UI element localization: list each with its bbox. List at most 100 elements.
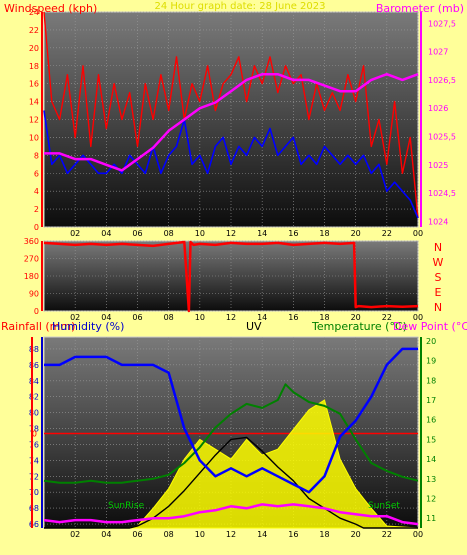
x-tick-label: 18 — [319, 229, 329, 238]
direction-tick-label: 0 — [34, 307, 39, 316]
x-tick-label: 22 — [382, 530, 392, 539]
x-tick-label: 00 — [413, 530, 423, 539]
temperature-tick-label: 12 — [426, 494, 436, 503]
compass-label: N — [434, 301, 442, 314]
compass-label: E — [435, 286, 442, 299]
uv-series-area — [44, 399, 419, 529]
temperature-tick-label: 17 — [426, 396, 436, 405]
rainfall-tick-label: 0 — [32, 429, 37, 438]
x-tick-label: 04 — [101, 313, 111, 322]
windspeed-axis-label: Windspeed (kph) — [4, 2, 97, 15]
humidity-tick-label: 72 — [29, 472, 39, 481]
x-tick-label: 14 — [257, 313, 267, 322]
dewpoint-axis-label: Dew Point (°C) — [393, 320, 467, 333]
x-tick-label: 14 — [257, 530, 267, 539]
y-tick-label: 24 — [29, 8, 39, 17]
uv-axis-label: UV — [246, 320, 262, 333]
x-tick-label: 20 — [351, 530, 361, 539]
humidity-tick-label: 66 — [29, 520, 39, 529]
humidity-tick-label: 68 — [29, 504, 39, 513]
y-tick-label: 12 — [29, 116, 39, 125]
y-tick-label: 20 — [29, 44, 39, 53]
x-tick-label: 08 — [164, 313, 174, 322]
y-tick-label: 14 — [29, 98, 39, 107]
temperature-tick-label: 20 — [426, 337, 436, 346]
temperature-tick-label: 13 — [426, 475, 436, 484]
y2-tick-label: 1025,5 — [428, 132, 456, 141]
y2-tick-label: 1027 — [428, 48, 448, 57]
dewpoint-series-line — [43, 503, 419, 526]
x-tick-label: 02 — [70, 530, 80, 539]
sunset-annotation: SunSet — [368, 501, 400, 511]
direction-tick-label: 90 — [29, 290, 39, 299]
x-tick-label: 22 — [382, 313, 392, 322]
temperature-tick-label: 19 — [426, 357, 436, 366]
x-tick-label: 08 — [164, 229, 174, 238]
x-tick-label: 22 — [382, 229, 392, 238]
y2-tick-label: 1024 — [428, 217, 448, 226]
direction-tick-label: 180 — [24, 272, 39, 281]
direction-tick-label: 360 — [24, 237, 39, 246]
y2-tick-label: 1024,5 — [428, 189, 456, 198]
x-tick-label: 20 — [351, 313, 361, 322]
y-tick-label: 22 — [29, 26, 39, 35]
humidity-series-line — [44, 347, 418, 494]
humidity-tick-label: 88 — [29, 345, 39, 354]
humidity-axis-label: Humidity (%) — [52, 320, 124, 333]
temperature-series-line — [43, 383, 419, 484]
y-tick-label: 16 — [29, 80, 39, 89]
humidity-tick-label: 80 — [29, 409, 39, 418]
y-tick-label: 8 — [34, 151, 39, 160]
x-tick-label: 12 — [226, 313, 236, 322]
y-tick-label: 0 — [34, 223, 39, 232]
x-tick-label: 00 — [413, 313, 423, 322]
y2-tick-label: 1026,5 — [428, 76, 456, 85]
y-tick-label: 4 — [34, 187, 39, 196]
x-tick-label: 02 — [70, 313, 80, 322]
temperature-tick-label: 11 — [426, 514, 436, 523]
humidity-tick-label: 82 — [29, 393, 39, 402]
temperature-axis-label: Temperature (°C) — [311, 320, 407, 333]
barometer-series-line — [44, 72, 419, 172]
sunrise-annotation: SunRise — [108, 501, 145, 511]
humidity-tick-label: 86 — [29, 361, 39, 370]
x-tick-label: 16 — [288, 530, 298, 539]
y2-tick-label: 1027,5 — [428, 19, 456, 28]
x-tick-label: 18 — [319, 530, 329, 539]
temperature-tick-label: 18 — [426, 376, 436, 385]
temperature-tick-label: 14 — [426, 455, 436, 464]
compass-label: S — [435, 271, 442, 284]
x-tick-label: 14 — [257, 229, 267, 238]
rainfall-axis-label: Rainfall (mm) — [1, 320, 75, 333]
x-tick-label: 18 — [319, 313, 329, 322]
temperature-tick-label: 16 — [426, 416, 436, 425]
x-tick-label: 04 — [101, 530, 111, 539]
x-tick-label: 20 — [351, 229, 361, 238]
y2-tick-label: 1026 — [428, 104, 448, 113]
y2-tick-label: 1025 — [428, 161, 448, 170]
solar-series-line — [44, 436, 418, 529]
y-tick-label: 18 — [29, 62, 39, 71]
gust-series-line — [43, 110, 419, 219]
humidity-tick-label: 84 — [29, 377, 39, 386]
x-tick-label: 10 — [195, 229, 205, 238]
y-tick-label: 10 — [29, 133, 39, 142]
humidity-tick-label: 70 — [29, 488, 39, 497]
x-tick-label: 12 — [226, 229, 236, 238]
windspeed-series-line — [43, 11, 419, 219]
temperature-tick-label: 15 — [426, 435, 436, 444]
direction-tick-label: 270 — [24, 255, 39, 264]
x-tick-label: 12 — [226, 530, 236, 539]
x-tick-label: 06 — [132, 313, 142, 322]
chart-title: 24 Hour graph date: 28 June 2023 — [154, 1, 325, 12]
wind-direction-series-line — [43, 240, 419, 313]
x-tick-label: 00 — [413, 229, 423, 238]
compass-label: W — [433, 256, 444, 269]
barometer-axis-label: Barometer (mb) — [376, 2, 464, 15]
y-tick-label: 6 — [34, 169, 39, 178]
x-tick-label: 10 — [195, 313, 205, 322]
series-layer — [43, 11, 419, 529]
x-tick-label: 16 — [288, 313, 298, 322]
